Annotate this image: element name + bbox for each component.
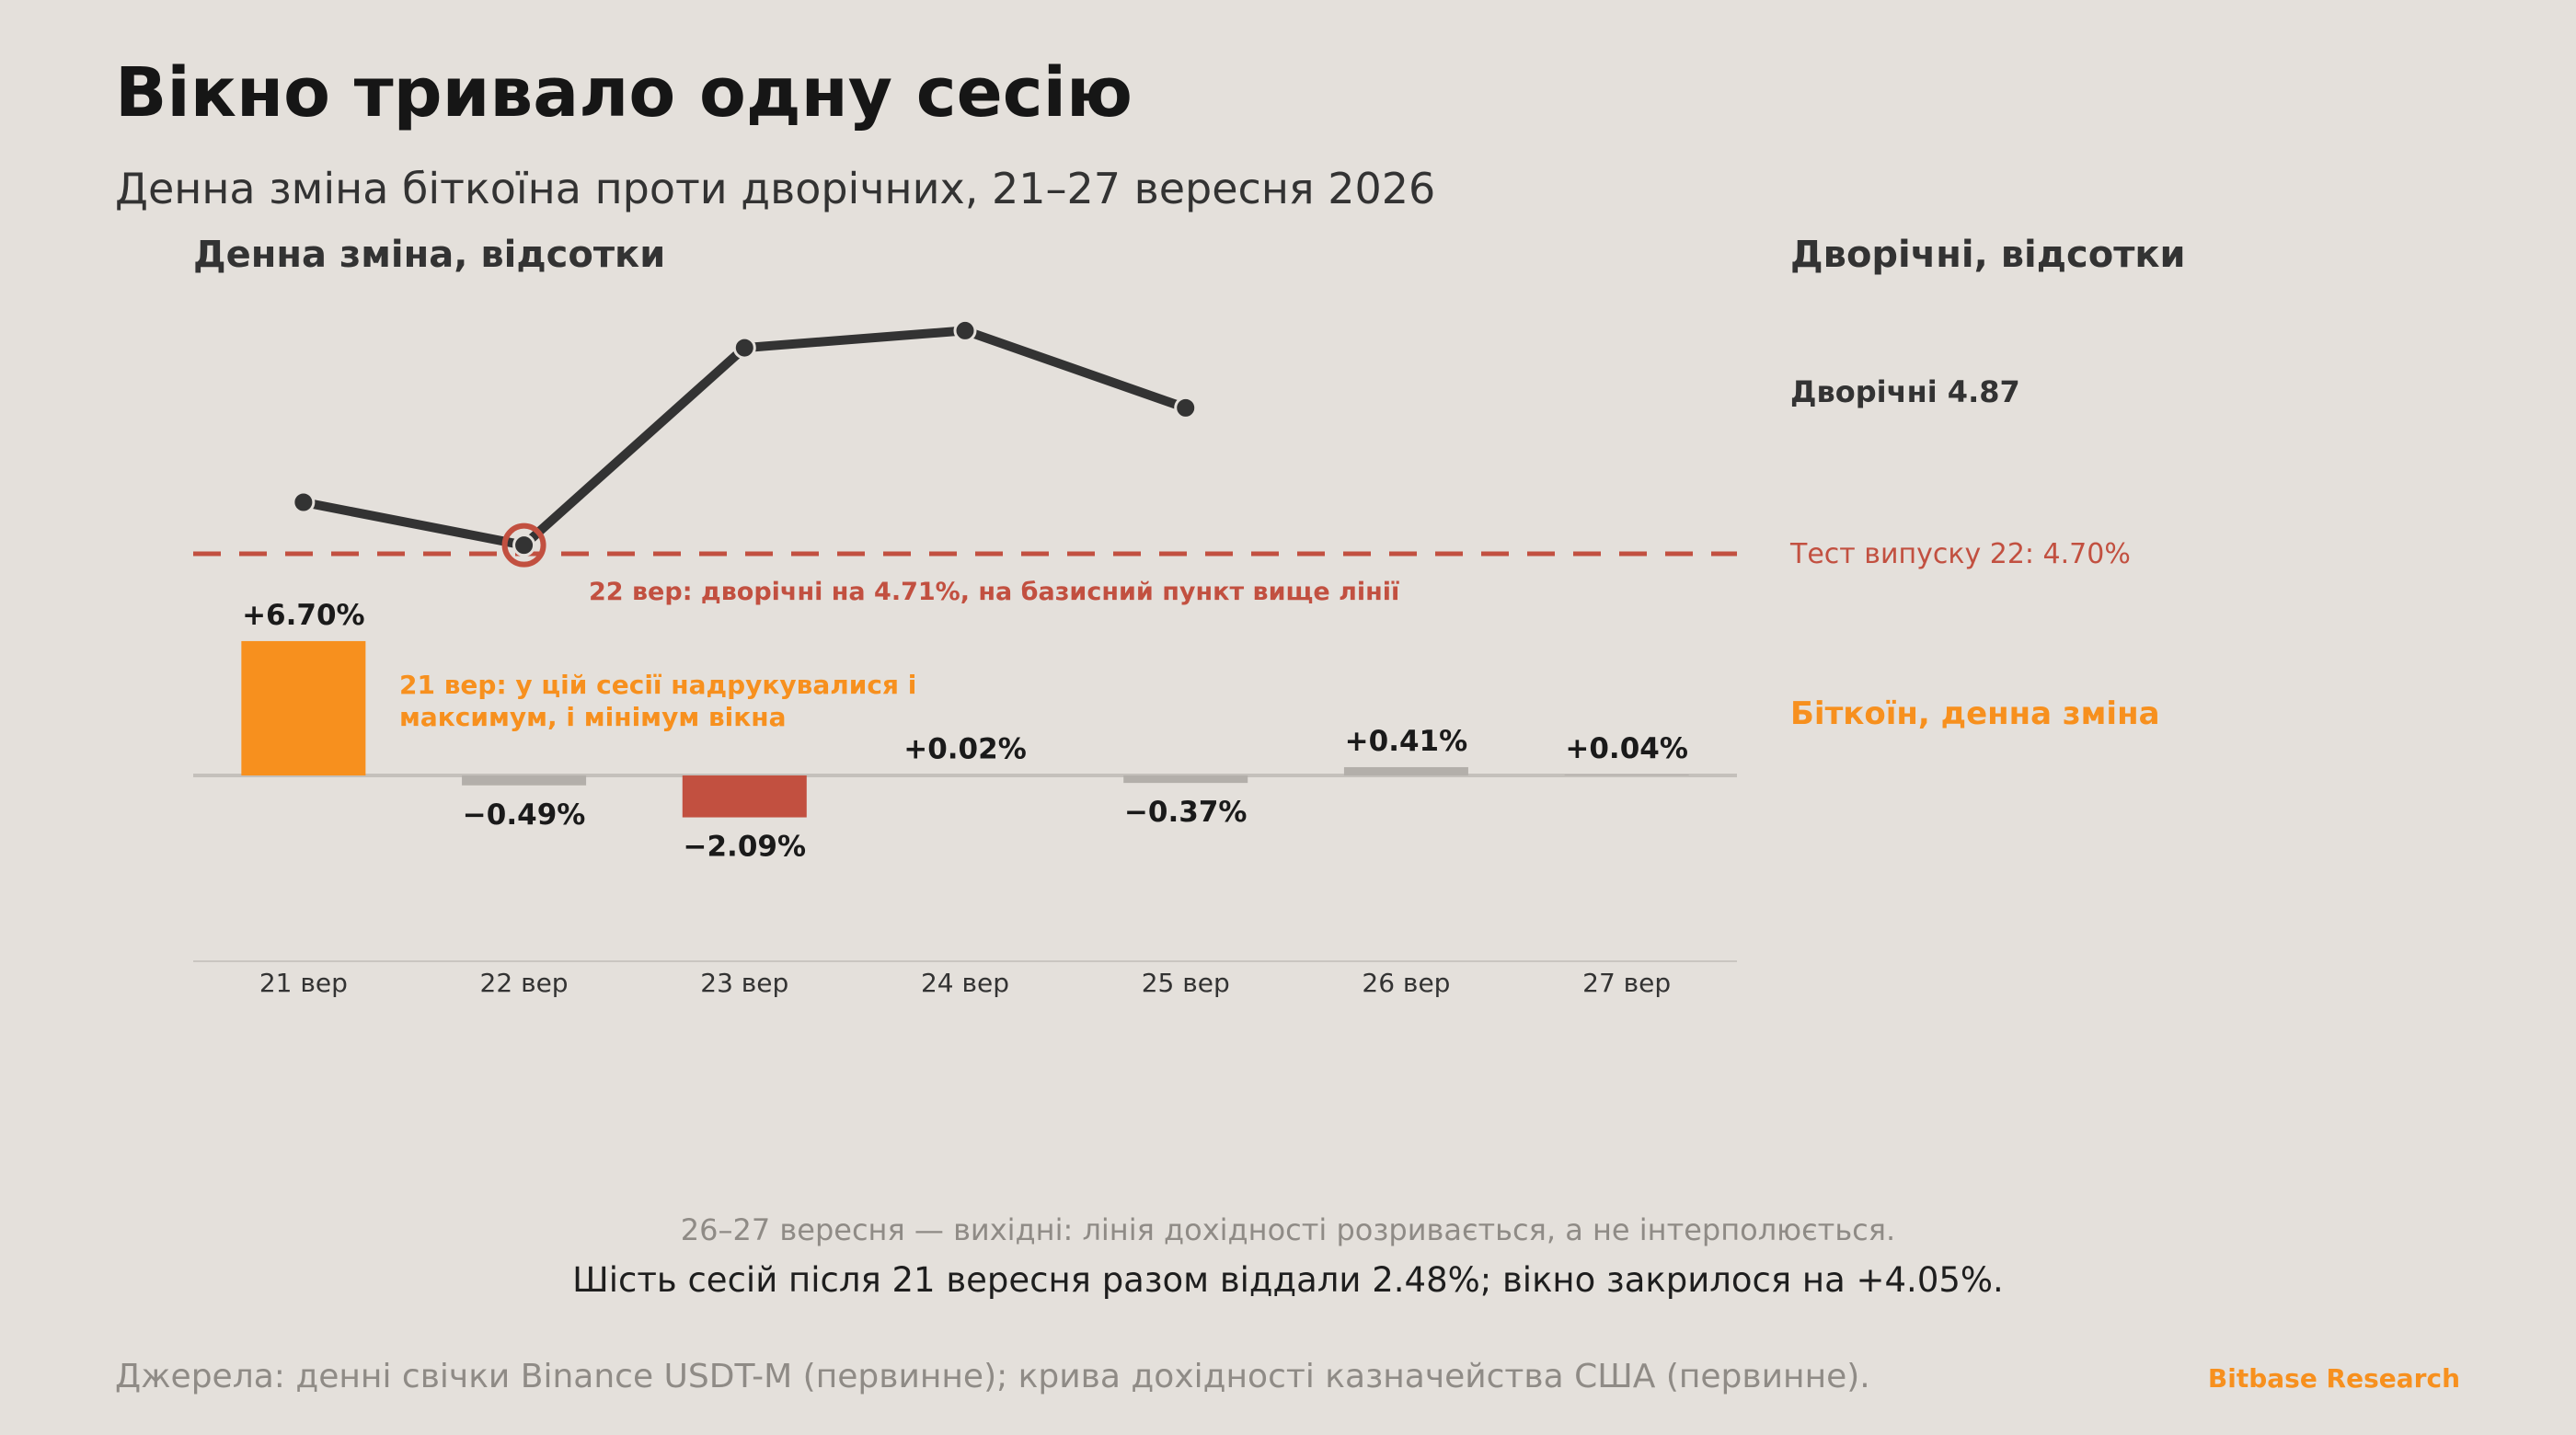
yield-point-0 <box>292 490 316 514</box>
bar-1 <box>462 775 587 786</box>
yield-point-4 <box>1174 396 1198 419</box>
x-tick-label-3: 24 вер <box>921 968 1009 998</box>
bitcoin-series-label: Біткоїн, денна зміна <box>1790 695 2160 732</box>
right-axis-title: Дворічні, відсотки <box>1790 234 2186 276</box>
x-tick-label-1: 22 вер <box>480 968 569 998</box>
left-axis-title: Денна зміна, відсотки <box>193 234 665 276</box>
x-tick-label-2: 23 вер <box>700 968 788 998</box>
x-tick-label-6: 27 вер <box>1582 968 1671 998</box>
source-text: Джерела: денні свічки Binance USDT-M (пе… <box>115 1358 1870 1395</box>
annotation-22: 22 вер: дворічні на 4.71%, на базисний п… <box>589 578 1399 606</box>
annotation-21-line2: максимум, і мінімум вікна <box>399 702 787 732</box>
bar-label-3: +0.02% <box>903 733 1027 766</box>
threshold-label: Тест випуску 22: 4.70% <box>1789 538 2131 570</box>
yield-line <box>298 326 1190 550</box>
yield-point-3 <box>953 318 977 342</box>
summary-text: Шість сесій після 21 вересня разом відда… <box>572 1260 2004 1300</box>
annotation-21-line1: 21 вер: у цій сесії надрукувалися і <box>399 670 916 700</box>
highlight-ring <box>501 522 546 568</box>
bar-4 <box>1123 775 1248 784</box>
x-tick-label-0: 21 вер <box>259 968 348 998</box>
bar-2 <box>682 775 807 818</box>
x-tick-label-4: 25 вер <box>1142 968 1230 998</box>
bar-label-0: +6.70% <box>242 599 365 632</box>
bar-5 <box>1343 766 1468 775</box>
brand-logo: Bitbase Research <box>2207 1363 2460 1394</box>
yield-end-label: Дворічні 4.87 <box>1790 374 2020 409</box>
bar-label-5: +0.41% <box>1345 725 1468 758</box>
page-subtitle: Денна зміна біткоїна проти дворічних, 21… <box>115 164 1436 213</box>
weekend-note: 26–27 вересня — вихідні: лінія дохідност… <box>680 1212 1896 1247</box>
bar-label-6: +0.04% <box>1565 732 1688 765</box>
bar-0 <box>241 640 366 775</box>
yield-point-1 <box>512 534 536 557</box>
bar-label-4: −0.37% <box>1124 796 1248 829</box>
bar-label-1: −0.49% <box>463 798 586 832</box>
bar-label-2: −2.09% <box>684 831 807 864</box>
x-tick-label-5: 26 вер <box>1362 968 1450 998</box>
page-title: Вікно тривало одну сесію <box>115 53 1133 132</box>
yield-point-2 <box>732 336 756 360</box>
